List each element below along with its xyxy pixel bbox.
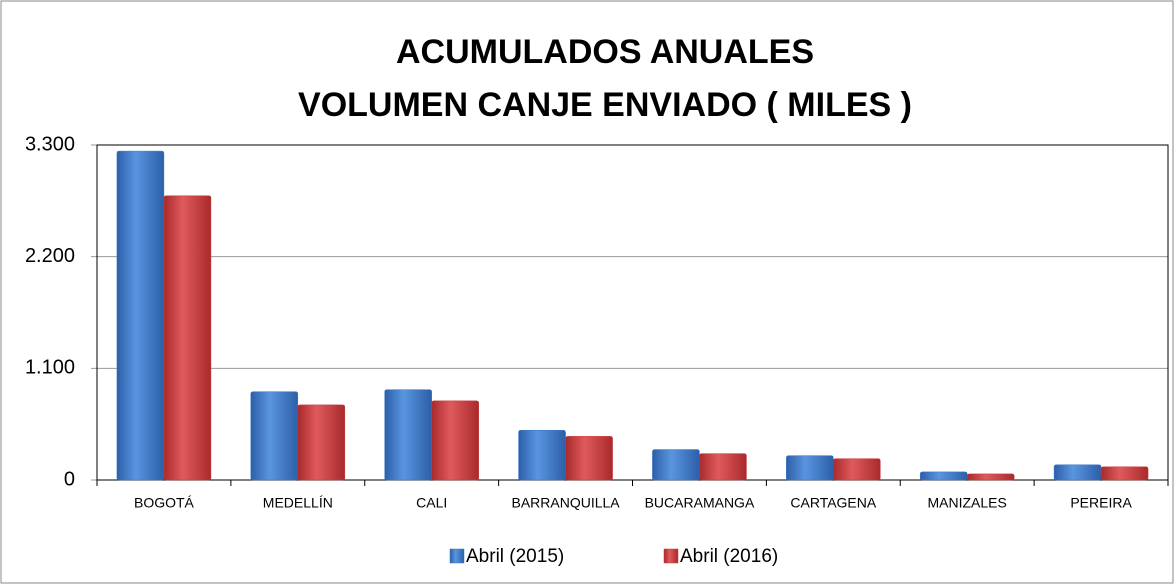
y-tick-label: 0 <box>64 468 75 490</box>
bar <box>966 473 1015 481</box>
chart-title: ACUMULADOS ANUALES <box>396 33 814 71</box>
legend-label: Abril (2016) <box>680 546 778 567</box>
y-tick-label: 3.300 <box>25 133 75 155</box>
bar <box>1100 466 1149 481</box>
legend-label: Abril (2015) <box>466 546 564 567</box>
x-tick-label: CALI <box>416 495 447 511</box>
y-tick-label: 2.200 <box>25 245 75 267</box>
bar <box>163 195 212 481</box>
x-tick-label: BUCARAMANGA <box>645 495 755 511</box>
bar <box>1053 464 1102 481</box>
bar <box>518 430 566 481</box>
bar <box>919 471 968 481</box>
bar <box>565 436 613 481</box>
bar <box>652 449 700 481</box>
x-tick-label: CARTAGENA <box>790 495 876 511</box>
bar <box>116 150 165 481</box>
bar <box>431 400 479 481</box>
bar <box>833 458 881 481</box>
y-tick-label: 1.100 <box>25 357 75 379</box>
x-tick-label: BOGOTÁ <box>134 495 195 511</box>
legend-swatch <box>449 548 465 564</box>
bar <box>699 453 747 481</box>
x-tick-label: MANIZALES <box>928 495 1007 511</box>
x-tick-label: PEREIRA <box>1070 495 1132 511</box>
bar <box>297 404 346 481</box>
bar <box>786 455 834 481</box>
chart-title: VOLUMEN CANJE ENVIADO ( MILES ) <box>298 86 912 124</box>
bar <box>250 391 299 481</box>
legend-swatch <box>663 548 679 564</box>
x-tick-label: BARRANQUILLA <box>511 495 620 511</box>
x-tick-label: MEDELLÍN <box>263 495 333 511</box>
bar <box>384 389 432 481</box>
